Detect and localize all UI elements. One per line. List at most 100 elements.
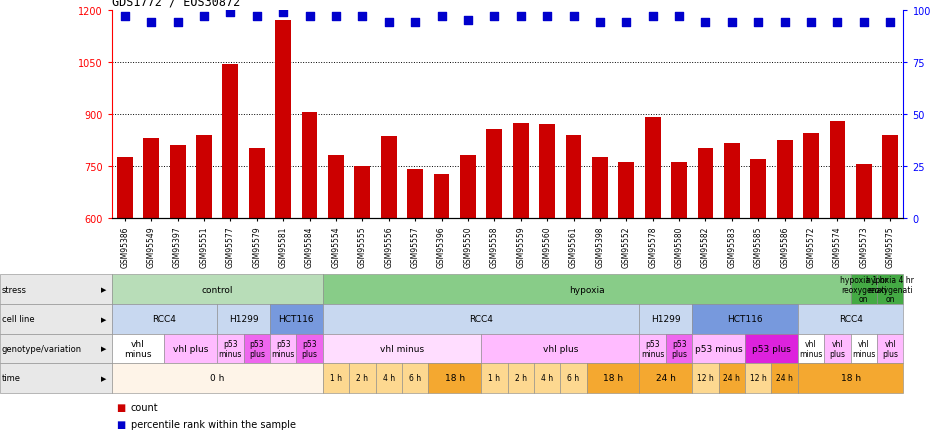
Text: p53
minus: p53 minus (641, 339, 664, 358)
Text: time: time (2, 374, 21, 382)
Text: 12 h: 12 h (750, 374, 766, 382)
Point (513, 13, 528, 20)
Text: HCT116: HCT116 (278, 315, 314, 323)
Text: 2 h: 2 h (515, 374, 527, 382)
Point (275, 10, 290, 16)
Text: ▶: ▶ (101, 375, 107, 381)
Text: 1 h: 1 h (330, 374, 342, 382)
Text: ■: ■ (116, 402, 126, 412)
Text: vhl plus: vhl plus (543, 344, 578, 353)
Bar (355, 166, 370, 218)
Point (197, 13, 212, 20)
Bar (566, 135, 582, 218)
Text: 18 h: 18 h (841, 374, 861, 382)
Text: hypoxia 1 hr
reoxygenati
on: hypoxia 1 hr reoxygenati on (840, 275, 887, 304)
Bar (883, 135, 898, 218)
Point (566, 13, 581, 20)
Text: p53 plus: p53 plus (752, 344, 791, 353)
Text: RCC4: RCC4 (469, 315, 493, 323)
Bar (222, 64, 238, 218)
Bar (803, 134, 819, 218)
Text: H1299: H1299 (229, 315, 258, 323)
Bar (777, 141, 793, 218)
Text: 4 h: 4 h (383, 374, 394, 382)
Point (751, 20, 766, 27)
Point (698, 20, 713, 27)
Text: ▶: ▶ (101, 345, 107, 352)
Point (645, 13, 660, 20)
Text: p53 minus: p53 minus (695, 344, 743, 353)
Bar (619, 163, 634, 218)
Point (381, 20, 396, 27)
Text: vhl minus: vhl minus (380, 344, 424, 353)
Text: vhl
minus: vhl minus (799, 339, 823, 358)
Bar (592, 158, 608, 218)
Bar (117, 158, 132, 218)
Text: ▶: ▶ (101, 286, 107, 293)
Text: GDS1772 / EOS30872: GDS1772 / EOS30872 (112, 0, 240, 9)
Point (408, 20, 423, 27)
Bar (460, 156, 476, 218)
Bar (407, 170, 423, 218)
Point (461, 18, 476, 25)
Text: 24 h: 24 h (724, 374, 741, 382)
Bar (381, 137, 396, 218)
Text: vhl plus: vhl plus (173, 344, 208, 353)
Point (725, 20, 740, 27)
Point (117, 13, 132, 20)
Text: count: count (131, 402, 158, 412)
Text: 18 h: 18 h (603, 374, 623, 382)
Text: p53
minus: p53 minus (219, 339, 242, 358)
Text: vhl
plus: vhl plus (883, 339, 899, 358)
Bar (486, 130, 502, 218)
Text: vhl
minus: vhl minus (852, 339, 876, 358)
Bar (196, 135, 212, 218)
Point (803, 20, 818, 27)
Text: RCC4: RCC4 (839, 315, 863, 323)
Text: 12 h: 12 h (697, 374, 714, 382)
Text: hypoxia 4 hr
reoxygenati
on: hypoxia 4 hr reoxygenati on (867, 275, 914, 304)
Point (777, 20, 792, 27)
Point (355, 13, 370, 20)
Point (223, 10, 238, 16)
Bar (328, 156, 344, 218)
Text: 24 h: 24 h (656, 374, 675, 382)
Text: 4 h: 4 h (541, 374, 553, 382)
Point (856, 20, 871, 27)
Text: HCT116: HCT116 (727, 315, 762, 323)
Bar (433, 175, 449, 218)
Bar (249, 149, 265, 218)
Point (672, 13, 687, 20)
Text: vhl
plus: vhl plus (830, 339, 846, 358)
Point (170, 20, 185, 27)
Bar (697, 149, 713, 218)
Bar (539, 125, 555, 218)
Text: p53
minus: p53 minus (272, 339, 295, 358)
Text: 6 h: 6 h (409, 374, 421, 382)
Text: genotype/variation: genotype/variation (2, 344, 82, 353)
Text: vhl
minus: vhl minus (124, 339, 151, 358)
Text: control: control (201, 285, 233, 294)
Text: ■: ■ (116, 419, 126, 429)
Point (328, 13, 343, 20)
Bar (169, 146, 185, 218)
Text: 1 h: 1 h (488, 374, 500, 382)
Text: 2 h: 2 h (357, 374, 368, 382)
Text: RCC4: RCC4 (152, 315, 176, 323)
Bar (856, 165, 872, 218)
Point (434, 13, 449, 20)
Point (144, 20, 159, 27)
Point (592, 20, 607, 27)
Text: p53
plus: p53 plus (671, 339, 687, 358)
Text: 0 h: 0 h (210, 374, 224, 382)
Text: hypoxia: hypoxia (569, 285, 604, 294)
Bar (830, 122, 846, 218)
Bar (143, 139, 159, 218)
Text: ▶: ▶ (101, 316, 107, 322)
Point (302, 13, 317, 20)
Point (539, 13, 554, 20)
Bar (302, 113, 318, 218)
Text: p53
plus: p53 plus (249, 339, 265, 358)
Point (883, 20, 898, 27)
Bar (645, 118, 660, 218)
